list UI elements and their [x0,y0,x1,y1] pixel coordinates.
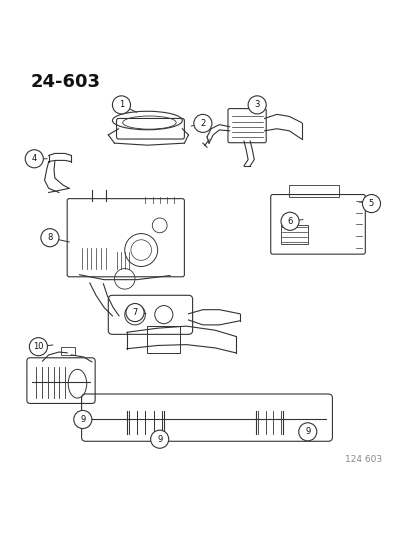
Text: 9: 9 [157,435,162,443]
Circle shape [126,303,144,321]
Circle shape [41,229,59,247]
Text: 1: 1 [119,100,124,109]
Circle shape [298,423,316,441]
Text: 9: 9 [304,427,310,437]
Text: 4: 4 [31,154,37,163]
Circle shape [280,212,298,230]
Bar [147,326,180,353]
Circle shape [150,430,169,448]
Text: 7: 7 [132,308,138,317]
Bar [61,347,75,354]
Circle shape [193,115,211,132]
Text: 3: 3 [254,100,259,109]
Circle shape [74,410,92,429]
Circle shape [25,150,43,168]
Circle shape [361,195,380,213]
Circle shape [29,337,47,356]
Text: 6: 6 [287,217,292,226]
Text: 8: 8 [47,233,52,242]
Text: 9: 9 [80,415,85,424]
Text: 2: 2 [200,119,205,128]
Text: 10: 10 [33,342,43,351]
Circle shape [247,96,266,114]
Circle shape [112,96,130,114]
Text: 5: 5 [368,199,373,208]
Bar [289,185,338,197]
Text: 24-603: 24-603 [30,73,100,91]
Text: 124 603: 124 603 [344,455,381,464]
Bar [280,225,307,244]
